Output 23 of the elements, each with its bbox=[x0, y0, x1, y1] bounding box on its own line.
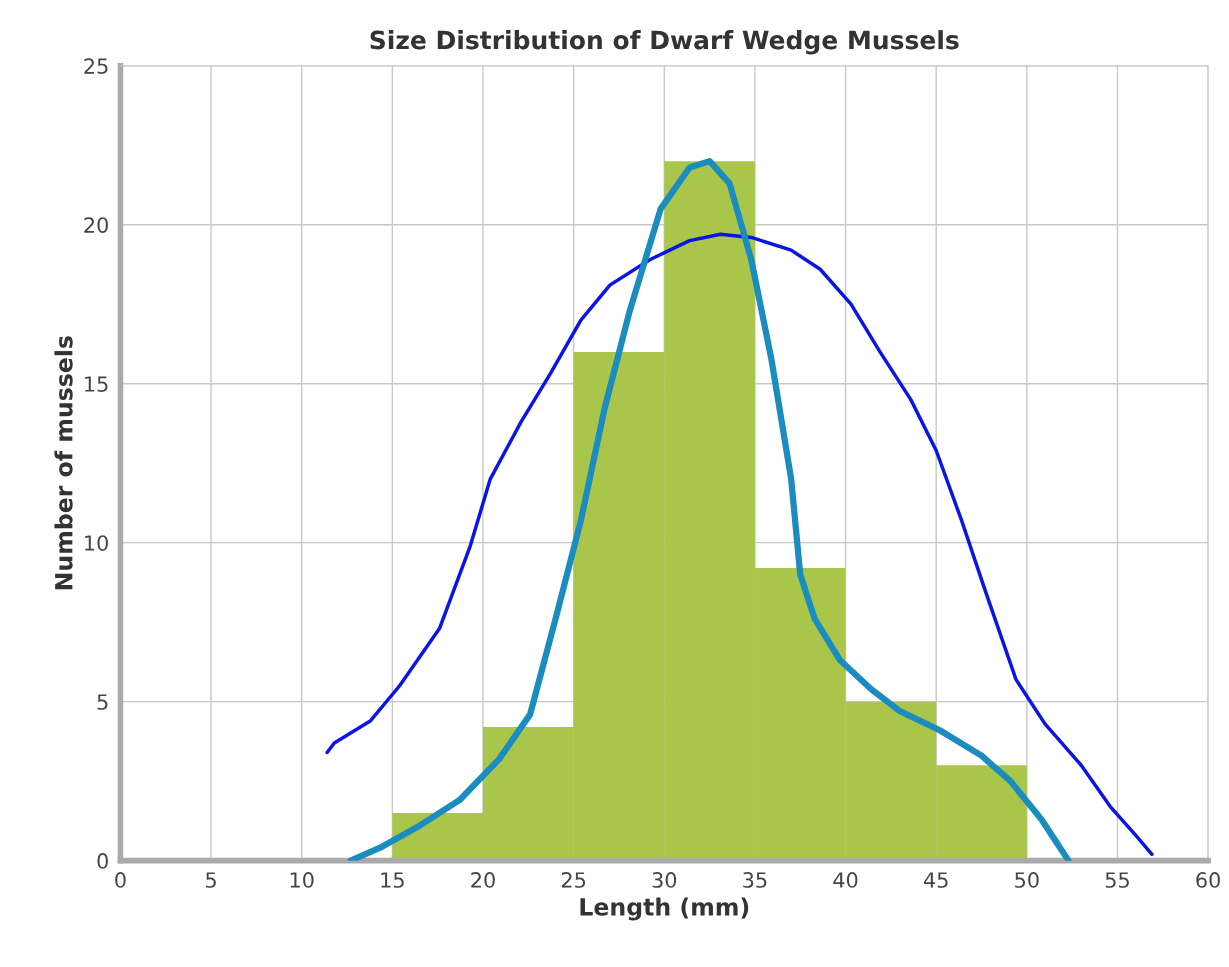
y-axis-title: Number of mussels bbox=[54, 336, 73, 590]
x-tick-label: 0 bbox=[115, 872, 126, 888]
x-tick-label: 35 bbox=[743, 872, 767, 888]
chart-title: Size Distribution of Dwarf Wedge Mussels bbox=[370, 30, 959, 55]
x-tick-label: 40 bbox=[833, 872, 858, 888]
x-tick-label: 25 bbox=[561, 872, 586, 888]
x-tick-label: 10 bbox=[290, 872, 314, 888]
y-tick-label: 5 bbox=[97, 694, 108, 710]
x-axis-title: Length (mm) bbox=[580, 897, 749, 921]
x-tick-label: 60 bbox=[1196, 872, 1220, 888]
x-tick-label: 5 bbox=[206, 872, 216, 888]
x-tick-label: 50 bbox=[1015, 872, 1039, 888]
y-tick-label: 25 bbox=[84, 58, 108, 74]
x-tick-label: 30 bbox=[652, 872, 677, 888]
x-tick-label: 20 bbox=[471, 872, 495, 888]
x-tick-label: 15 bbox=[381, 872, 404, 888]
y-tick-label: 10 bbox=[85, 535, 108, 551]
x-tick-label: 45 bbox=[923, 872, 948, 888]
y-tick-label: 20 bbox=[84, 217, 108, 233]
y-tick-label: 0 bbox=[97, 853, 108, 869]
line-series bbox=[325, 232, 1154, 857]
y-tick-label: 15 bbox=[85, 376, 108, 392]
x-tick-label: 55 bbox=[1105, 872, 1129, 888]
